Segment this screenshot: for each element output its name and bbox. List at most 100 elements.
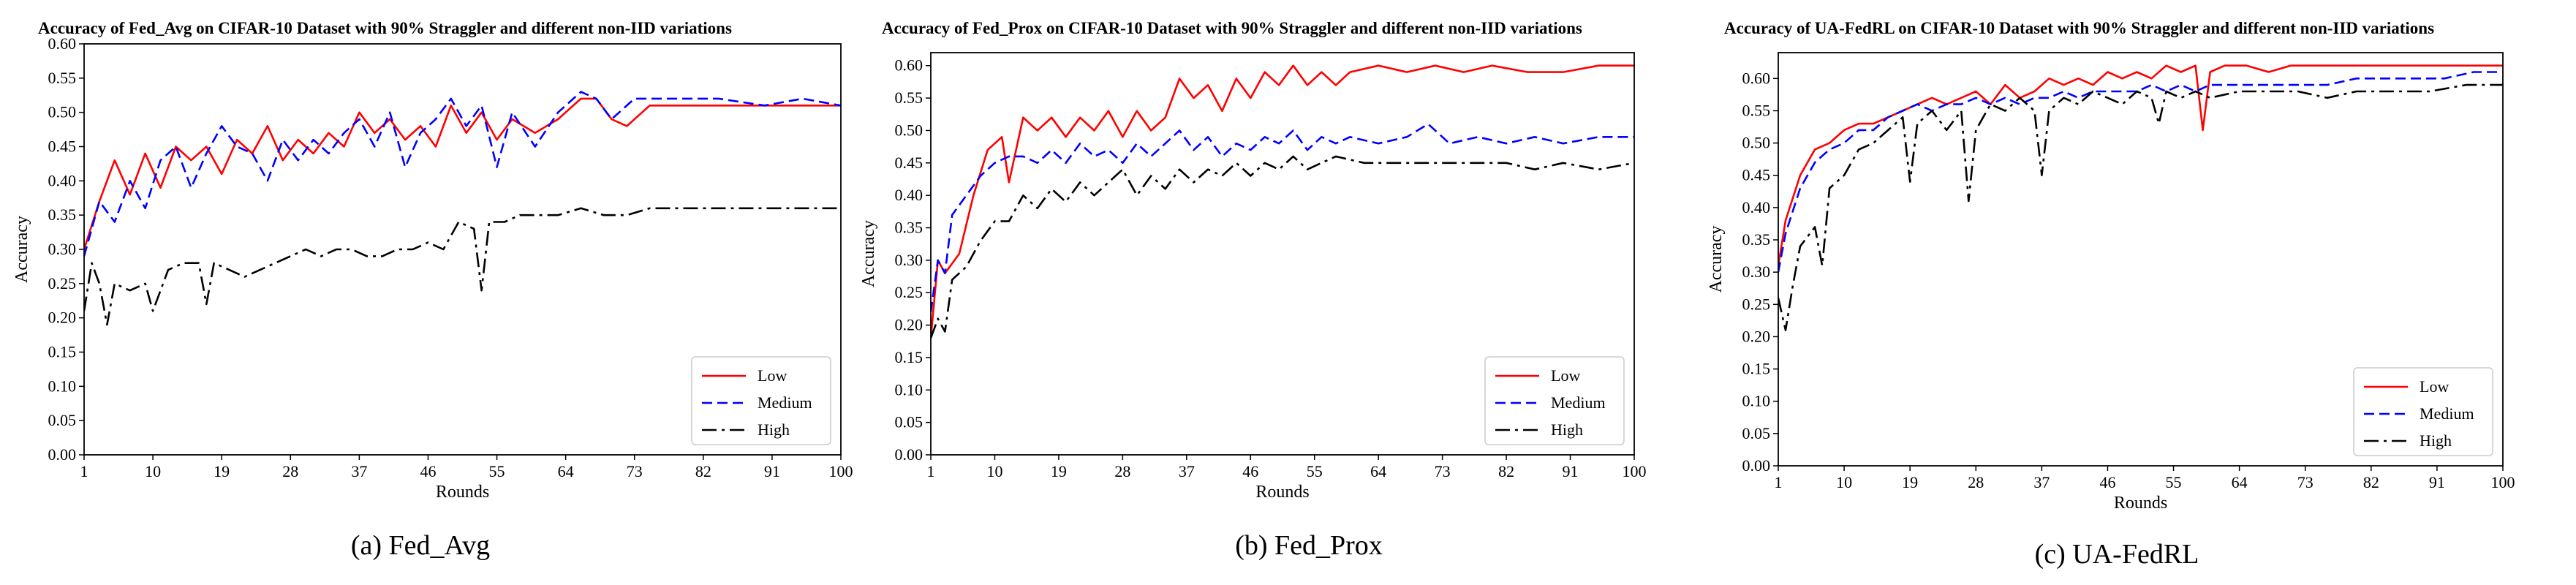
series-line-high (931, 155, 1634, 339)
y-tick-label: 0.10 (1742, 392, 1771, 410)
y-tick-label: 0.05 (895, 413, 923, 431)
series-line-low (1778, 64, 2503, 266)
series-line-high (1778, 83, 2503, 331)
y-tick-label: 0.00 (1742, 456, 1771, 475)
y-tick-label: 0.60 (48, 34, 77, 53)
y-tick-label: 0.15 (895, 348, 923, 366)
y-tick-label: 0.40 (895, 186, 923, 204)
series-line-medium (1778, 71, 2503, 273)
plot-frame (930, 52, 1635, 456)
x-tick-label: 37 (1179, 462, 1195, 480)
panel-caption: (a) Fed_Avg (351, 530, 490, 561)
y-tick-label: 0.20 (48, 309, 77, 327)
x-tick-label: 100 (829, 462, 853, 480)
y-tick-label: 0.30 (895, 251, 923, 269)
legend-label-medium: Medium (2420, 404, 2474, 423)
y-tick-label: 0.45 (895, 154, 923, 172)
panel-caption: (c) UA-FedRL (2035, 539, 2199, 570)
y-tick-label: 0.55 (48, 69, 77, 87)
series-line-medium (84, 91, 841, 257)
y-tick-label: 0.50 (895, 121, 923, 139)
y-tick-label: 0.40 (1742, 198, 1771, 216)
y-axis-label: Accuracy (12, 216, 31, 283)
series-line-high (84, 207, 841, 326)
x-tick-label: 37 (2033, 473, 2050, 491)
y-tick-label: 0.00 (48, 445, 77, 464)
x-tick-label: 1 (80, 462, 88, 480)
chart-panel-2: Accuracy of Fed_Prox on CIFAR-10 Dataset… (859, 19, 1647, 561)
x-tick-label: 28 (282, 462, 298, 480)
legend: Low Medium High (691, 356, 831, 445)
x-tick-label: 73 (1435, 462, 1451, 480)
chart-title: Accuracy of Fed_Avg on CIFAR-10 Dataset … (38, 19, 732, 37)
panel-caption: (b) Fed_Prox (1235, 530, 1383, 561)
y-tick-label: 0.35 (1742, 230, 1771, 249)
y-tick-label: 0.50 (1742, 134, 1771, 152)
x-tick-label: 82 (1498, 462, 1514, 480)
x-axis-label: Rounds (436, 483, 489, 502)
x-tick-label: 64 (2232, 473, 2248, 491)
y-tick-label: 0.20 (895, 316, 923, 334)
x-tick-label: 91 (2429, 473, 2445, 491)
y-tick-label: 0.00 (895, 445, 923, 464)
y-tick-label: 0.40 (48, 171, 77, 189)
y-tick-label: 0.10 (895, 380, 923, 399)
x-tick-label: 19 (214, 462, 230, 480)
legend-box (2353, 367, 2493, 456)
y-tick-label: 0.20 (1742, 327, 1771, 345)
x-tick-label: 28 (1114, 462, 1130, 480)
y-tick-label: 0.25 (1742, 295, 1771, 313)
x-tick-label: 19 (1051, 462, 1067, 480)
x-tick-label: 64 (558, 462, 574, 480)
x-tick-label: 55 (489, 462, 505, 480)
series-line-low (84, 97, 841, 250)
x-tick-label: 100 (2491, 473, 2515, 491)
y-tick-label: 0.60 (1742, 69, 1771, 87)
x-tick-label: 91 (1563, 462, 1579, 480)
x-tick-label: 73 (2297, 473, 2314, 491)
x-tick-label: 91 (764, 462, 780, 480)
legend-label-high: High (2420, 431, 2452, 450)
x-tick-label: 1 (1775, 473, 1783, 491)
legend-label-high: High (758, 420, 790, 439)
y-tick-label: 0.30 (48, 240, 77, 258)
legend-label-medium: Medium (758, 393, 812, 412)
y-tick-label: 0.35 (48, 205, 77, 224)
plot-frame (83, 43, 842, 456)
x-tick-label: 73 (627, 462, 643, 480)
legend-box (1484, 356, 1625, 445)
y-tick-label: 0.50 (48, 103, 77, 121)
legend: Low Medium High (2353, 367, 2493, 456)
series-line-low (931, 64, 1634, 339)
y-tick-label: 0.15 (48, 343, 77, 361)
y-tick-label: 0.25 (895, 283, 923, 301)
x-tick-label: 46 (1242, 462, 1258, 480)
y-tick-label: 0.25 (48, 274, 77, 292)
x-tick-label: 10 (1836, 473, 1852, 491)
y-tick-label: 0.55 (895, 88, 923, 107)
plot-frame (1778, 52, 2504, 467)
x-tick-label: 1 (927, 462, 935, 480)
y-axis-label: Accuracy (1707, 226, 1726, 293)
x-tick-label: 46 (420, 462, 436, 480)
y-tick-label: 0.45 (48, 137, 77, 156)
x-tick-label: 64 (1370, 462, 1386, 480)
legend-label-medium: Medium (1551, 393, 1606, 412)
y-axis-label: Accuracy (859, 220, 878, 287)
x-tick-label: 37 (351, 462, 367, 480)
chart-title: Accuracy of UA-FedRL on CIFAR-10 Dataset… (1724, 19, 2434, 37)
y-tick-label: 0.15 (1742, 360, 1771, 378)
x-axis-label: Rounds (1255, 483, 1309, 502)
series-line-medium (931, 123, 1634, 312)
y-tick-label: 0.10 (48, 377, 77, 395)
x-tick-label: 82 (695, 462, 711, 480)
legend-label-high: High (1551, 420, 1583, 439)
y-tick-label: 0.60 (895, 56, 923, 75)
x-tick-label: 82 (2363, 473, 2379, 491)
y-tick-label: 0.30 (1742, 263, 1771, 281)
legend-label-low: Low (1551, 366, 1580, 385)
legend-box (691, 356, 831, 445)
x-tick-label: 10 (986, 462, 1002, 480)
x-tick-label: 10 (145, 462, 161, 480)
